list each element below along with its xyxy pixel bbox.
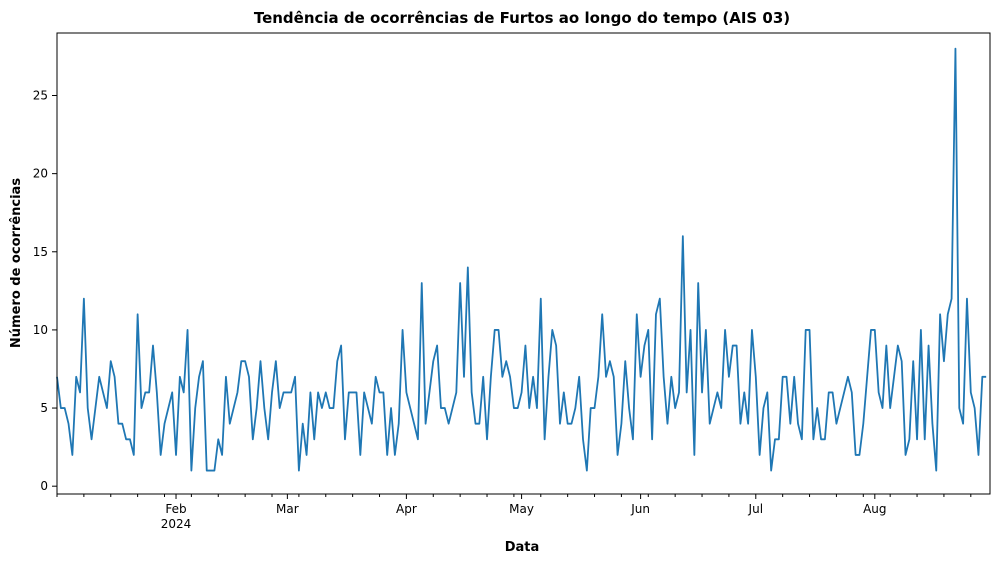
x-tick-label: Feb xyxy=(165,502,186,516)
x-tick-label: Mar xyxy=(276,502,299,516)
x-tick-sublabel: 2024 xyxy=(161,517,192,531)
y-tick-label: 10 xyxy=(33,323,48,337)
x-tick-label: May xyxy=(509,502,534,516)
x-tick-label: Apr xyxy=(396,502,417,516)
y-axis-label: Número de ocorrências xyxy=(9,178,24,348)
x-tick-label: Jul xyxy=(748,502,763,516)
x-axis-label: Data xyxy=(505,540,540,555)
plot-area-frame xyxy=(56,32,991,495)
chart-title: Tendência de ocorrências de Furtos ao lo… xyxy=(254,9,790,27)
x-tick-label: Aug xyxy=(863,502,886,516)
y-tick-label: 20 xyxy=(33,167,48,181)
series-line xyxy=(56,47,987,472)
y-tick-label: 25 xyxy=(33,89,48,103)
y-tick-label: 5 xyxy=(40,401,48,415)
y-tick-label: 0 xyxy=(40,479,48,493)
y-axis-ticks: 0 5 10 15 20 25 xyxy=(33,89,57,493)
x-tick-label: Jun xyxy=(630,502,650,516)
y-tick-label: 15 xyxy=(33,245,48,259)
